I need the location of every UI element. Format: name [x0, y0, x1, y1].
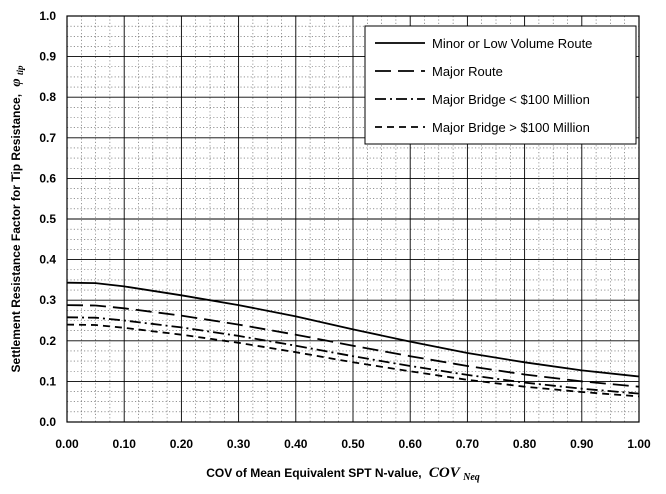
x-tick-label: 0.30	[227, 437, 251, 451]
x-axis-title: COV of Mean Equivalent SPT N-value, COV …	[206, 465, 480, 483]
y-tick-label: 0.6	[39, 171, 56, 185]
x-tick-label: 0.00	[55, 437, 79, 451]
x-tick-label: 0.80	[513, 437, 537, 451]
y-axis-title-text: Settlement Resistance Factor for Tip Res…	[9, 94, 23, 373]
y-tick-label: 0.2	[39, 334, 56, 348]
x-tick-label: 0.90	[570, 437, 594, 451]
x-tick-labels: 0.00 0.10 0.20 0.30 0.40 0.50 0.60 0.70 0.80 0.90…	[55, 437, 651, 451]
y-tick-label: 0.5	[39, 212, 56, 226]
plot-frame	[66, 15, 640, 423]
y-tick-label: 0.0	[39, 415, 56, 429]
y-tick-label: 0.8	[39, 90, 56, 104]
y-tick-labels: 0.0 0.1 0.2 0.3 0.4 0.5 0.6 0.7 0.8 0.9 1.0	[39, 9, 56, 429]
legend-label: Minor or Low Volume Route	[432, 36, 592, 51]
x-axis-symbol: COV	[429, 465, 462, 481]
y-axis-symbol: φ	[9, 78, 24, 86]
series-line-1	[66, 281, 640, 378]
x-axis-title-text: COV of Mean Equivalent SPT N-value,	[206, 466, 421, 480]
x-axis-subscript: Neq	[462, 472, 480, 483]
legend-label: Major Bridge > $100 Million	[432, 120, 590, 135]
y-tick-label: 0.9	[39, 50, 56, 64]
y-tick-label: 0.7	[39, 131, 56, 145]
x-tick-label: 0.60	[399, 437, 423, 451]
x-tick-label: 0.20	[170, 437, 194, 451]
legend-label: Major Route	[432, 64, 503, 79]
legend: Minor or Low Volume Route Major Route Majo…	[364, 25, 637, 145]
y-axis-subscript: tip	[15, 65, 25, 75]
series-line-2	[66, 304, 640, 388]
x-tick-label: 0.40	[284, 437, 308, 451]
x-tick-label: 0.70	[456, 437, 480, 451]
x-tick-label: 1.00	[627, 437, 651, 451]
series-line-4	[66, 323, 640, 398]
x-tick-label: 0.10	[113, 437, 137, 451]
y-tick-label: 0.1	[39, 374, 56, 388]
series-line-3	[66, 316, 640, 395]
y-tick-label: 0.4	[39, 253, 56, 267]
y-axis-title: Settlement Resistance Factor for Tip Res…	[9, 65, 25, 372]
y-tick-label: 1.0	[39, 9, 56, 23]
legend-box	[364, 25, 637, 145]
x-tick-label: 0.50	[341, 437, 365, 451]
y-tick-label: 0.3	[39, 293, 56, 307]
series-layer	[66, 281, 640, 398]
legend-label: Major Bridge < $100 Million	[432, 92, 590, 107]
